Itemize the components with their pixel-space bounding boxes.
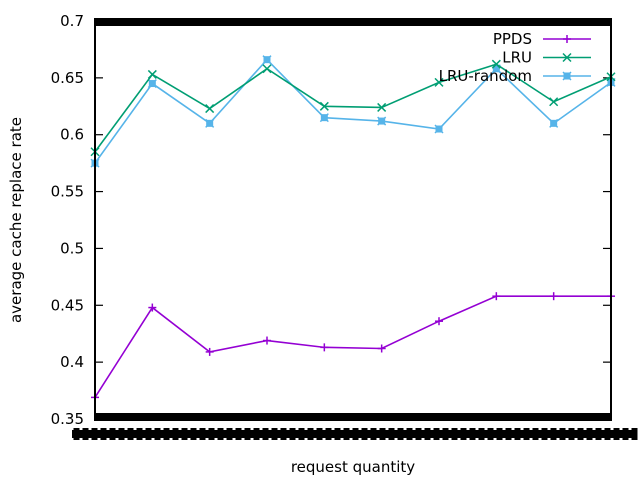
data-point-lru [491,59,501,69]
data-point-lru-random [549,118,559,128]
series-line-lru [94,63,612,153]
legend-label: LRU [502,49,532,67]
series-layer [90,55,616,402]
data-point-ppds [549,292,558,301]
y-tick-label: 0.7 [60,12,84,30]
plot-frame [94,20,612,420]
data-point-lru-random [434,124,444,134]
legend-entry: LRU [502,49,591,67]
plot-frame-bottom-band [94,413,612,421]
y-tick-label: 0.45 [51,296,84,314]
data-point-lru [434,77,444,87]
data-point-ppds [320,343,329,352]
y-tick-label: 0.5 [60,239,84,257]
legend-label: PPDS [493,30,532,48]
data-point-lru [319,101,329,111]
legend-marker [562,71,572,81]
series-lru-random [90,55,616,168]
data-point-ppds [435,317,443,326]
legend-entry: PPDS [493,30,591,48]
legend-entry: LRU-random [439,67,591,85]
series-line-lru-random [94,58,612,164]
data-point-ppds [377,344,386,353]
data-point-ppds [263,336,271,345]
y-axis-label: average cache replace rate [7,117,25,323]
series-ppds [91,292,615,402]
data-point-ppds [205,347,214,356]
data-point-lru-random [377,116,387,126]
data-point-lru [147,69,157,79]
y-tick-label: 0.6 [60,126,84,144]
data-point-lru-random [147,79,157,89]
data-point-ppds [148,303,157,312]
legend-marker [562,52,572,63]
data-point-lru-random [319,113,329,123]
x-axis-label: request quantity [291,458,415,476]
legend-label: LRU-random [439,67,532,85]
y-tick-label: 0.65 [51,69,84,87]
y-tick-label: 0.55 [51,183,84,201]
data-point-lru-random [262,55,272,65]
data-point-lru [262,64,272,74]
plot-frame-top-band [94,18,612,26]
data-point-lru-random [205,118,215,128]
legend-marker [563,35,571,43]
y-tick-label: 0.35 [51,410,84,428]
data-point-lru [205,104,215,114]
y-axis-ticks: 0.35 0.4 0.45 0.5 0.55 0.6 0.65 0.7 [51,12,611,428]
data-point-lru [549,97,559,107]
data-point-lru [377,102,387,112]
data-point-ppds [492,292,501,301]
y-tick-label: 0.4 [60,353,84,371]
series-line-ppds [94,295,611,398]
x-tick-glyph-band [72,430,636,438]
x-axis-tick-labels [72,428,638,440]
